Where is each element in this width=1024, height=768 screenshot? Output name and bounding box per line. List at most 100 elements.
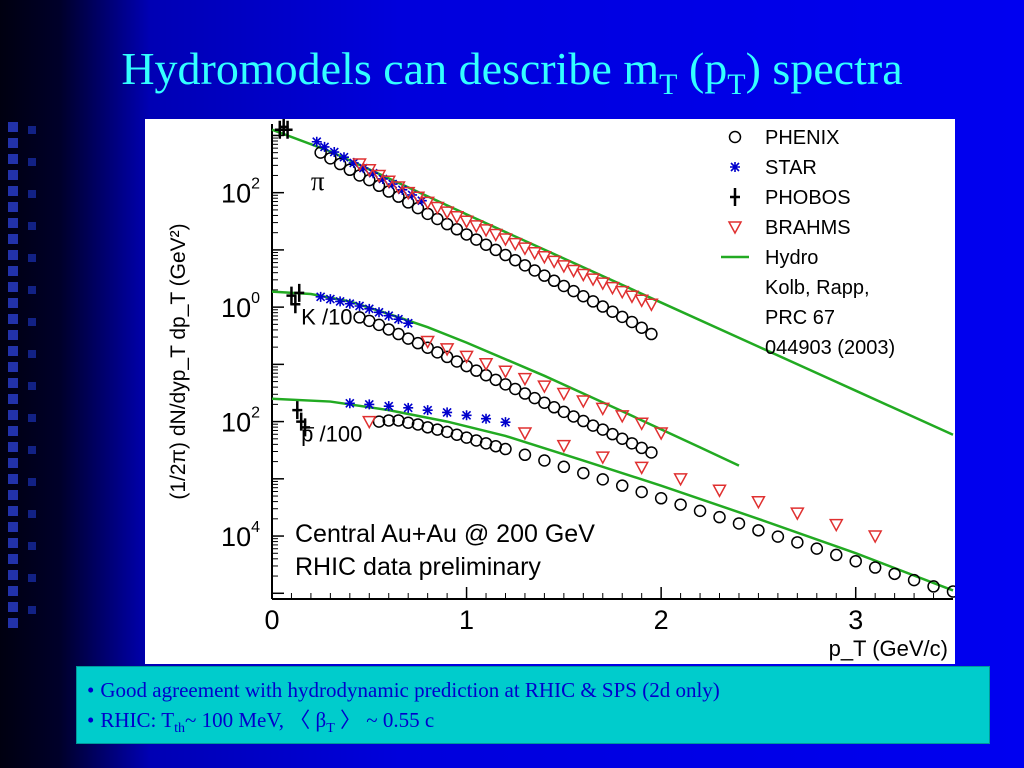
data-point: [771, 530, 785, 543]
decor-square: [8, 570, 18, 580]
data-point: [557, 460, 571, 474]
data-point: [479, 238, 493, 252]
species-label: p̅ /100: [301, 422, 363, 447]
data-point: [673, 473, 688, 487]
data-point: [459, 215, 474, 229]
data-point: [422, 405, 433, 416]
decor-square: [8, 410, 18, 420]
decor-square: [28, 254, 36, 262]
decor-square: [28, 574, 36, 582]
data-point: [517, 372, 533, 387]
decor-square: [8, 538, 18, 548]
decor-square: [8, 170, 18, 180]
data-point: [645, 446, 658, 459]
legend-note: Kolb, Rapp,: [765, 277, 870, 299]
data-point: [282, 120, 293, 139]
data-point: [383, 310, 394, 321]
bullet-box: • Good agreement with hydrodynamic predic…: [76, 666, 990, 744]
data-point: [344, 398, 355, 409]
data-point: [596, 473, 610, 486]
decor-square: [8, 602, 18, 612]
data-point: [489, 243, 503, 257]
data-point: [377, 173, 388, 184]
slide-title: Hydromodels can describe mT (pT) spectra: [121, 43, 903, 102]
data-point: [635, 321, 648, 334]
data-point: [653, 427, 669, 441]
legend-label: Hydro: [765, 247, 818, 269]
legend-note: 044903 (2003): [765, 337, 895, 359]
data-point: [577, 466, 590, 480]
data-point: [499, 442, 512, 456]
data-point: [311, 136, 322, 147]
data-point: [387, 179, 398, 190]
data-point: [732, 517, 746, 530]
data-point: [577, 290, 590, 303]
decor-square: [8, 490, 18, 500]
data-point: [625, 315, 639, 329]
data-point: [517, 242, 533, 256]
data-point: [614, 410, 630, 424]
data-point: [488, 228, 504, 243]
decor-square: [8, 586, 18, 596]
data-point: [567, 284, 580, 298]
data-point: [364, 399, 375, 410]
x-tick-label: 2: [654, 605, 669, 635]
data-point: [566, 264, 581, 279]
data-point: [712, 484, 727, 498]
data-point: [538, 269, 551, 282]
data-point: [292, 401, 303, 420]
data-point: [606, 305, 619, 318]
data-point: [374, 307, 385, 318]
data-point: [728, 130, 742, 144]
decor-square: [8, 394, 18, 404]
decor-square: [8, 442, 18, 452]
decor-square: [28, 222, 36, 230]
data-point: [518, 259, 532, 272]
data-point: [461, 410, 472, 421]
data-point: [439, 206, 455, 220]
data-point: [368, 168, 379, 179]
data-point: [498, 365, 513, 379]
legend-note: PRC 67: [765, 307, 835, 329]
data-point: [393, 314, 404, 325]
decor-square: [28, 126, 36, 134]
species-label: K /10: [301, 304, 352, 329]
x-tick-label: 1: [459, 605, 474, 635]
data-point: [576, 395, 591, 409]
data-point: [333, 157, 347, 171]
decor-square: [28, 510, 36, 518]
data-point: [358, 163, 369, 174]
data-point: [362, 415, 377, 430]
x-axis-label: p_T (GeV/c): [829, 636, 948, 661]
x-tick-label: 3: [848, 605, 863, 635]
data-point: [335, 296, 346, 307]
data-point: [449, 210, 465, 225]
decor-square: [8, 122, 18, 132]
data-point: [518, 448, 532, 462]
decor-square: [28, 190, 36, 198]
decor-square: [8, 218, 18, 228]
decor-square: [8, 378, 18, 388]
data-point: [319, 141, 330, 152]
data-point: [290, 295, 301, 314]
decor-square: [8, 346, 18, 356]
data-point: [442, 407, 453, 418]
chart-annotation: RHIC data preliminary: [295, 553, 541, 581]
data-point: [537, 380, 552, 394]
chart-annotation: Central Au+Au @ 200 GeV: [295, 520, 595, 548]
data-point: [499, 248, 512, 262]
data-point: [946, 585, 955, 598]
decor-square: [28, 286, 36, 294]
data-point: [382, 414, 395, 427]
decor-square: [8, 618, 18, 628]
data-point: [343, 163, 357, 177]
data-point: [556, 260, 572, 274]
decor-square: [8, 138, 18, 148]
data-point: [401, 196, 415, 209]
data-point: [329, 147, 340, 158]
y-axis-label: (1/2π) dN/dyp_T dp_T (GeV²): [167, 223, 190, 499]
decor-square: [8, 554, 18, 564]
data-point: [654, 492, 668, 505]
decor-square: [8, 506, 18, 516]
spectra-chart: 0 1 2 3 102 100 102 104 (1/2π) dN/dyp_T dp_T (Ge…: [167, 119, 955, 661]
